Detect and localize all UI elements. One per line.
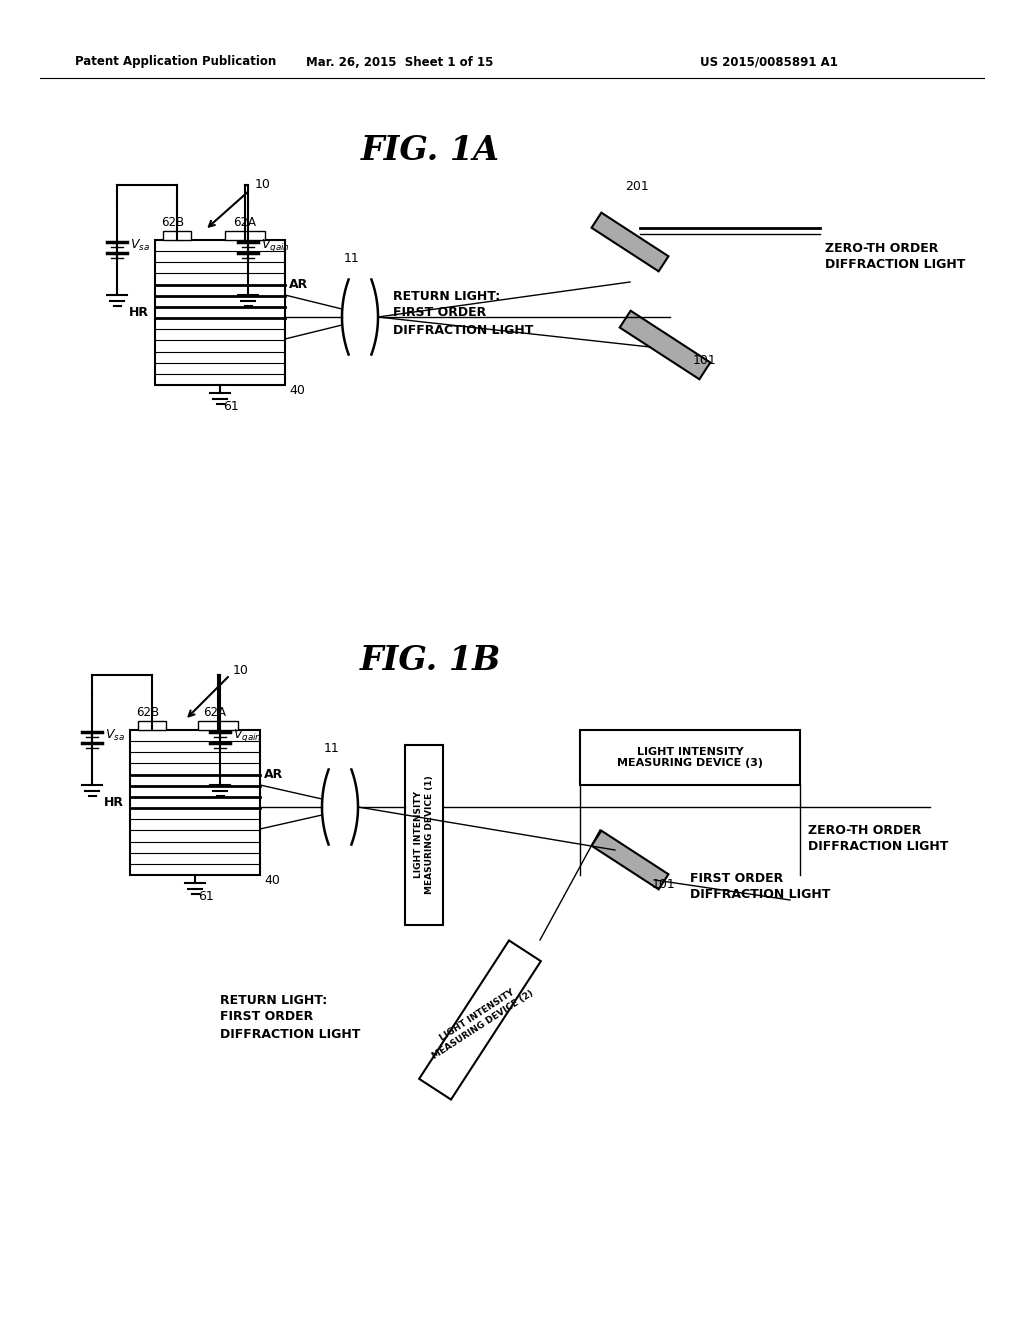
Text: FIRST ORDER: FIRST ORDER — [393, 306, 486, 319]
Text: 61: 61 — [198, 891, 214, 903]
Text: RETURN LIGHT:: RETURN LIGHT: — [220, 994, 328, 1006]
Text: AR: AR — [289, 279, 308, 292]
Text: 40: 40 — [264, 874, 280, 887]
Text: ZERO-TH ORDER: ZERO-TH ORDER — [825, 242, 938, 255]
Text: FIRST ORDER: FIRST ORDER — [690, 871, 783, 884]
Bar — [163, 231, 191, 240]
Text: LIGHT INTENSITY
MEASURING DEVICE (2): LIGHT INTENSITY MEASURING DEVICE (2) — [425, 979, 536, 1060]
Polygon shape — [592, 213, 669, 272]
Text: DIFFRACTION LIGHT: DIFFRACTION LIGHT — [808, 841, 948, 854]
Text: 10: 10 — [233, 664, 249, 676]
Text: 101: 101 — [652, 879, 676, 891]
Text: RETURN LIGHT:: RETURN LIGHT: — [393, 289, 501, 302]
Text: 40: 40 — [289, 384, 305, 396]
Text: Patent Application Publication: Patent Application Publication — [75, 55, 276, 69]
Text: $V_{gain}$: $V_{gain}$ — [261, 236, 290, 253]
Text: 11: 11 — [344, 252, 359, 265]
Text: 62B: 62B — [136, 705, 159, 718]
Text: $V_{sa}$: $V_{sa}$ — [130, 238, 150, 252]
Text: $V_{sa}$: $V_{sa}$ — [105, 727, 125, 743]
Text: 62A: 62A — [203, 705, 226, 718]
Text: FIG. 1A: FIG. 1A — [360, 133, 500, 166]
Text: US 2015/0085891 A1: US 2015/0085891 A1 — [700, 55, 838, 69]
Text: HR: HR — [104, 796, 124, 808]
Text: 61: 61 — [223, 400, 239, 413]
Text: LIGHT INTENSITY
MEASURING DEVICE (1): LIGHT INTENSITY MEASURING DEVICE (1) — [415, 776, 434, 895]
Bar — [406, 744, 443, 925]
Text: FIG. 1B: FIG. 1B — [359, 644, 501, 676]
Text: 10: 10 — [255, 178, 271, 191]
Text: HR: HR — [129, 305, 150, 318]
Text: DIFFRACTION LIGHT: DIFFRACTION LIGHT — [393, 323, 534, 337]
Bar — [138, 721, 166, 730]
Text: AR: AR — [264, 768, 284, 781]
Text: ZERO-TH ORDER: ZERO-TH ORDER — [808, 824, 922, 837]
Text: 101: 101 — [693, 354, 717, 367]
Text: DIFFRACTION LIGHT: DIFFRACTION LIGHT — [825, 257, 966, 271]
Polygon shape — [620, 310, 711, 379]
Text: 11: 11 — [325, 742, 340, 755]
Text: FIRST ORDER: FIRST ORDER — [220, 1011, 313, 1023]
Bar — [580, 730, 800, 785]
Text: DIFFRACTION LIGHT: DIFFRACTION LIGHT — [220, 1027, 360, 1040]
Text: 201: 201 — [625, 181, 649, 194]
Text: Mar. 26, 2015  Sheet 1 of 15: Mar. 26, 2015 Sheet 1 of 15 — [306, 55, 494, 69]
Text: $V_{gain}$: $V_{gain}$ — [233, 726, 262, 743]
Bar — [198, 721, 238, 730]
Bar — [225, 231, 265, 240]
Text: 62B: 62B — [161, 215, 184, 228]
Text: LIGHT INTENSITY
MEASURING DEVICE (3): LIGHT INTENSITY MEASURING DEVICE (3) — [617, 747, 763, 768]
Text: 62A: 62A — [233, 215, 256, 228]
Text: DIFFRACTION LIGHT: DIFFRACTION LIGHT — [690, 888, 830, 902]
Polygon shape — [592, 830, 669, 890]
